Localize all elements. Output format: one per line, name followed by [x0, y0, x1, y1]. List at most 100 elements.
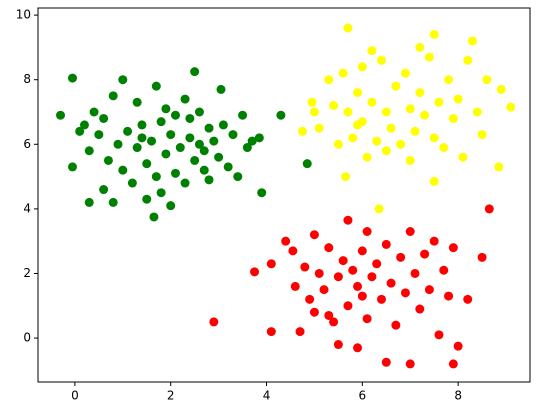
- y-tick-label: 2: [23, 266, 31, 280]
- point: [118, 75, 128, 85]
- point: [367, 272, 377, 282]
- point: [482, 75, 492, 85]
- point: [84, 197, 94, 207]
- point: [266, 327, 276, 337]
- point: [329, 317, 339, 327]
- y-tick-label: 8: [23, 72, 31, 86]
- point: [194, 139, 204, 149]
- point: [405, 104, 415, 114]
- point: [367, 97, 377, 107]
- point: [448, 359, 458, 369]
- y-tick-label: 6: [23, 137, 31, 151]
- point: [295, 327, 305, 337]
- point: [415, 304, 425, 314]
- point: [338, 68, 348, 78]
- point: [405, 226, 415, 236]
- point: [372, 136, 382, 146]
- point: [228, 130, 238, 140]
- point: [185, 133, 195, 143]
- point: [444, 75, 454, 85]
- point: [381, 239, 391, 249]
- y-tick-label: 10: [16, 8, 31, 22]
- point: [94, 130, 104, 140]
- point: [142, 159, 152, 169]
- point: [353, 88, 363, 98]
- point: [396, 252, 406, 262]
- x-tick-label: 4: [263, 389, 271, 403]
- x-tick-label: 2: [167, 389, 175, 403]
- point: [343, 23, 353, 33]
- point: [281, 236, 291, 246]
- point: [166, 130, 176, 140]
- point: [434, 97, 444, 107]
- point: [415, 42, 425, 52]
- point: [137, 133, 147, 143]
- point: [151, 172, 161, 182]
- point: [434, 330, 444, 340]
- point: [132, 97, 142, 107]
- point: [132, 143, 142, 153]
- point: [204, 175, 214, 185]
- point: [333, 139, 343, 149]
- point: [314, 123, 324, 133]
- point: [67, 162, 77, 172]
- point: [142, 194, 152, 204]
- point: [444, 291, 454, 301]
- point: [400, 288, 410, 298]
- point: [113, 139, 123, 149]
- point: [429, 236, 439, 246]
- point: [190, 67, 200, 77]
- point: [429, 133, 439, 143]
- point: [405, 359, 415, 369]
- point: [56, 110, 66, 120]
- point: [242, 143, 252, 153]
- point: [324, 75, 334, 85]
- point: [190, 155, 200, 165]
- point: [333, 272, 343, 282]
- point: [348, 265, 358, 275]
- y-tick-label: 0: [23, 331, 31, 345]
- point: [381, 107, 391, 117]
- point: [341, 172, 351, 182]
- point: [324, 243, 334, 253]
- point: [415, 88, 425, 98]
- point: [194, 107, 204, 117]
- point: [343, 215, 353, 225]
- point: [223, 162, 233, 172]
- point: [472, 107, 482, 117]
- point: [79, 120, 89, 130]
- point: [494, 162, 504, 172]
- point: [309, 230, 319, 240]
- point: [89, 107, 99, 117]
- point: [257, 188, 267, 198]
- point: [348, 133, 358, 143]
- point: [374, 204, 384, 214]
- point: [429, 176, 439, 186]
- point: [357, 291, 367, 301]
- point: [67, 73, 77, 83]
- point: [233, 172, 243, 182]
- point: [216, 84, 226, 94]
- point: [250, 267, 260, 277]
- point: [108, 197, 118, 207]
- point: [367, 46, 377, 56]
- point: [307, 97, 317, 107]
- point: [149, 212, 159, 222]
- point: [496, 84, 506, 94]
- point: [391, 81, 401, 91]
- point: [238, 110, 248, 120]
- point: [302, 159, 312, 169]
- point: [214, 152, 224, 162]
- point: [357, 62, 367, 72]
- point: [333, 340, 343, 350]
- point: [463, 294, 473, 304]
- point: [439, 265, 449, 275]
- point: [161, 149, 171, 159]
- point: [362, 226, 372, 236]
- point: [297, 126, 307, 136]
- point: [453, 94, 463, 104]
- point: [324, 310, 334, 320]
- point: [357, 246, 367, 256]
- point: [468, 36, 478, 46]
- point: [477, 130, 487, 140]
